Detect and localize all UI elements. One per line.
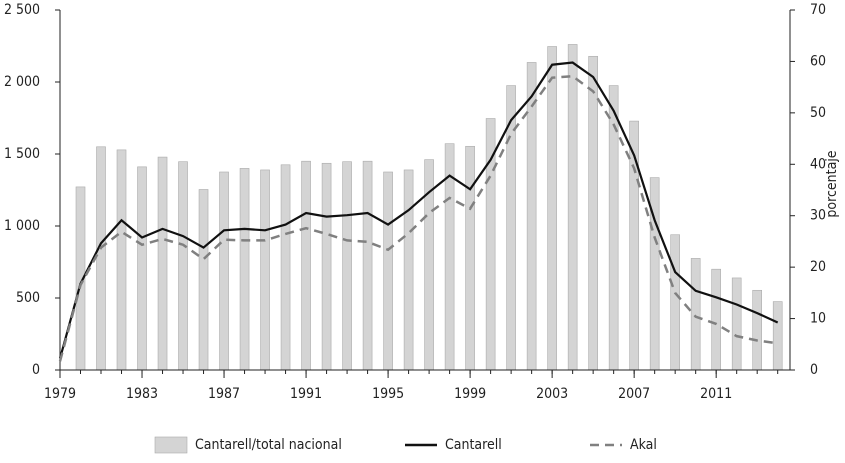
y2-tick-label: 0: [810, 362, 818, 378]
bar: [260, 169, 270, 371]
legend-label: Cantarell/total nacional: [195, 437, 342, 453]
legend-swatch: [154, 436, 188, 454]
line: [58, 74, 778, 362]
bar: [752, 289, 762, 371]
bar: [588, 55, 598, 371]
bar: [239, 168, 250, 371]
bar: [321, 162, 332, 371]
bar: [137, 166, 147, 371]
bar: [219, 171, 229, 371]
y-tick-label: 1 500: [4, 146, 40, 162]
x-tick-label: 1979: [44, 386, 76, 402]
y2-tick-label: 40: [810, 156, 826, 172]
bar: [690, 258, 701, 371]
bar: [608, 85, 619, 371]
bar: [547, 46, 557, 371]
line: [58, 61, 779, 359]
bar: [178, 161, 188, 371]
x-tick-label: 1995: [372, 386, 404, 402]
y2-tick-label: 30: [810, 208, 826, 224]
y-tick-label: 2 000: [4, 74, 40, 90]
y2-tick-label: 10: [810, 311, 826, 327]
bar: [280, 164, 291, 371]
bar: [116, 149, 127, 371]
legend-label: Akal: [630, 437, 657, 453]
x-tick-label: 2011: [700, 386, 732, 402]
bar: [465, 145, 475, 371]
y-tick-label: 0: [32, 362, 40, 378]
x-tick-label: 2003: [536, 386, 568, 402]
bar: [96, 146, 106, 371]
bar: [670, 234, 680, 371]
bar: [731, 277, 742, 371]
bar: [362, 160, 373, 371]
y-tick-label: 2 500: [4, 2, 40, 18]
bar: [403, 169, 414, 371]
x-tick-label: 1983: [126, 386, 158, 402]
y2-tick-label: 50: [810, 105, 826, 121]
bar: [649, 177, 660, 371]
y2-axis-label: porcentaje: [824, 150, 840, 217]
x-tick-label: 1987: [208, 386, 240, 402]
x-tick-label: 1999: [454, 386, 486, 402]
legend-label: Cantarell: [445, 437, 502, 453]
bar: [711, 268, 721, 371]
y2-tick-label: 20: [810, 259, 826, 275]
bar: [301, 160, 311, 371]
y-tick-label: 1 000: [4, 218, 40, 234]
bar: [342, 161, 352, 371]
bar: [772, 301, 783, 371]
bar: [567, 44, 578, 371]
y2-tick-label: 60: [810, 53, 826, 69]
y2-tick-label: 70: [810, 2, 826, 18]
bar: [485, 118, 496, 371]
bar: [198, 189, 209, 371]
x-tick-label: 1991: [290, 386, 322, 402]
bar: [526, 62, 537, 371]
bar: [383, 171, 393, 371]
x-tick-label: 2007: [618, 386, 650, 402]
bar: [157, 156, 168, 371]
y-tick-label: 500: [16, 290, 40, 306]
